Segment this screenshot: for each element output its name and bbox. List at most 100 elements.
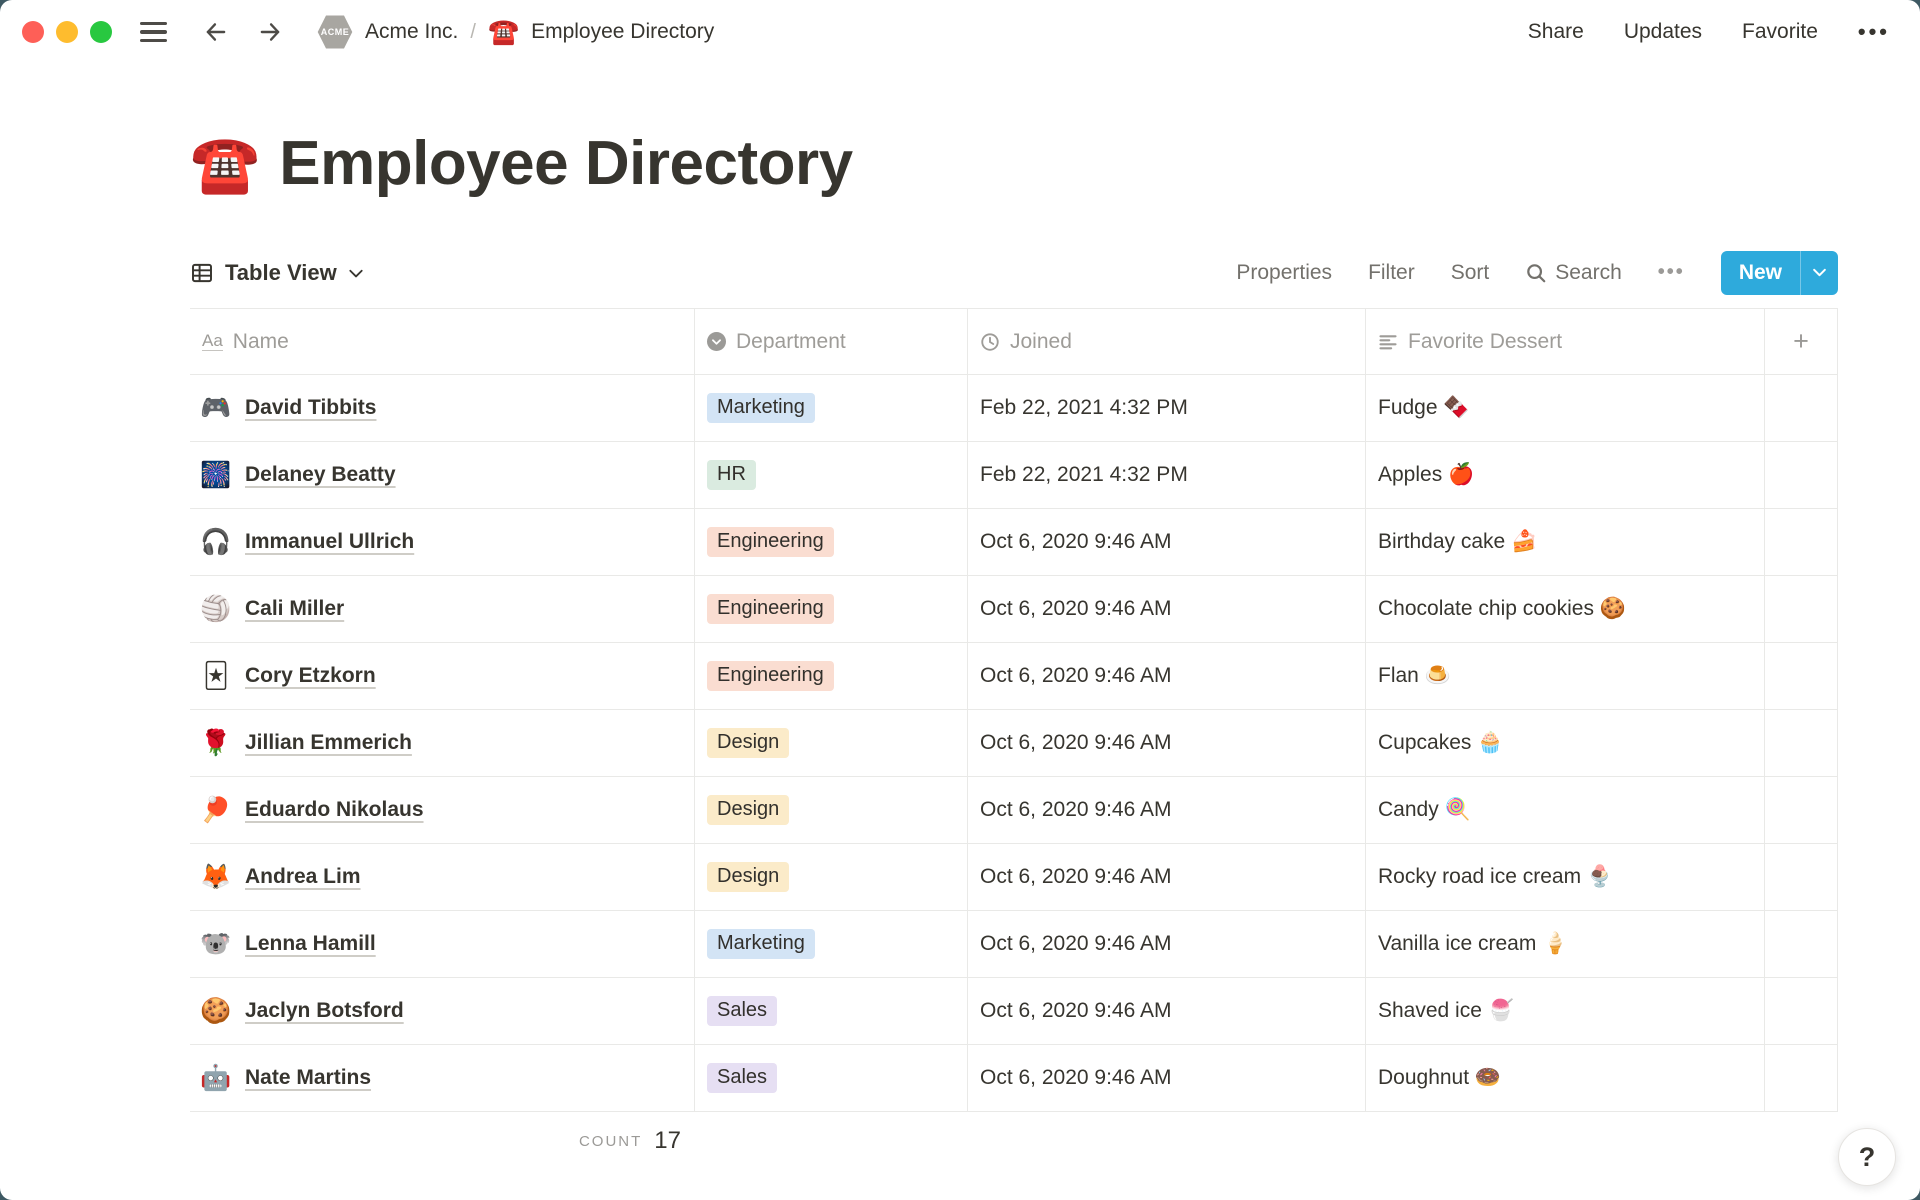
- joined-cell[interactable]: Oct 6, 2020 9:46 AM: [968, 710, 1366, 776]
- column-header-joined[interactable]: Joined: [968, 309, 1366, 374]
- traffic-lights: [22, 21, 112, 43]
- name-cell[interactable]: 🎧 Immanuel Ullrich: [190, 509, 695, 575]
- more-options-icon[interactable]: •••: [1857, 19, 1890, 44]
- table-row: 🍪 Jaclyn Botsford Sales Oct 6, 2020 9:46 AM…: [190, 978, 1838, 1045]
- forward-arrow-icon[interactable]: [255, 19, 285, 45]
- filter-button[interactable]: Filter: [1368, 260, 1415, 284]
- joined-cell[interactable]: Oct 6, 2020 9:46 AM: [968, 1045, 1366, 1111]
- department-cell[interactable]: Sales: [695, 978, 968, 1044]
- joined-cell[interactable]: Oct 6, 2020 9:46 AM: [968, 911, 1366, 977]
- name-cell[interactable]: 🤖 Nate Martins: [190, 1045, 695, 1111]
- employee-page-link[interactable]: Delaney Beatty: [245, 463, 396, 486]
- employee-page-link[interactable]: Jillian Emmerich: [245, 731, 412, 754]
- dessert-cell[interactable]: Shaved ice 🍧: [1366, 978, 1765, 1044]
- joined-cell[interactable]: Oct 6, 2020 9:46 AM: [968, 509, 1366, 575]
- dessert-cell[interactable]: Chocolate chip cookies 🍪: [1366, 576, 1765, 642]
- row-emoji-icon: 🏐: [200, 594, 232, 623]
- dessert-cell[interactable]: Rocky road ice cream 🍨: [1366, 844, 1765, 910]
- view-options-icon[interactable]: •••: [1657, 261, 1685, 283]
- dessert-cell[interactable]: Flan 🍮: [1366, 643, 1765, 709]
- row-extra-cell: [1765, 643, 1838, 709]
- count-calculation[interactable]: COUNT 17: [190, 1112, 695, 1170]
- name-cell[interactable]: 🦊 Andrea Lim: [190, 844, 695, 910]
- name-cell[interactable]: 🎮 David Tibbits: [190, 375, 695, 441]
- new-row-button[interactable]: New: [1720, 250, 1838, 295]
- favorite-button[interactable]: Favorite: [1742, 20, 1818, 43]
- row-emoji-icon: 🏓: [200, 795, 232, 824]
- department-cell[interactable]: Engineering: [695, 509, 968, 575]
- dessert-cell[interactable]: Cupcakes 🧁: [1366, 710, 1765, 776]
- employee-page-link[interactable]: Lenna Hamill: [245, 932, 376, 955]
- name-cell[interactable]: 🏐 Cali Miller: [190, 576, 695, 642]
- column-header-name[interactable]: Aa Name: [190, 309, 695, 374]
- name-cell[interactable]: 🃏 Cory Etzkorn: [190, 643, 695, 709]
- employee-page-link[interactable]: Eduardo Nikolaus: [245, 798, 424, 821]
- count-label: COUNT: [578, 1132, 643, 1150]
- row-emoji-icon: 🦊: [200, 862, 232, 891]
- department-cell[interactable]: Design: [695, 777, 968, 843]
- dessert-cell[interactable]: Doughnut 🍩: [1366, 1045, 1765, 1111]
- name-cell[interactable]: 🎆 Delaney Beatty: [190, 442, 695, 508]
- clock-icon: [980, 332, 1000, 352]
- new-button-label[interactable]: New: [1738, 260, 1782, 284]
- joined-cell[interactable]: Oct 6, 2020 9:46 AM: [968, 844, 1366, 910]
- joined-cell[interactable]: Oct 6, 2020 9:46 AM: [968, 777, 1366, 843]
- employee-page-link[interactable]: Cali Miller: [245, 597, 345, 620]
- department-tag: Design: [707, 728, 790, 758]
- joined-cell[interactable]: Oct 6, 2020 9:46 AM: [968, 978, 1366, 1044]
- table-row: 🎮 David Tibbits Marketing Feb 22, 2021 4:32…: [190, 375, 1838, 442]
- close-window-button[interactable]: [22, 21, 44, 43]
- sort-button[interactable]: Sort: [1450, 260, 1490, 284]
- dessert-cell[interactable]: Birthday cake 🍰: [1366, 509, 1765, 575]
- joined-cell[interactable]: Feb 22, 2021 4:32 PM: [968, 375, 1366, 441]
- dessert-cell[interactable]: Vanilla ice cream 🍦: [1366, 911, 1765, 977]
- name-cell[interactable]: 🏓 Eduardo Nikolaus: [190, 777, 695, 843]
- zoom-window-button[interactable]: [90, 21, 112, 43]
- sidebar-menu-icon[interactable]: [140, 21, 167, 43]
- column-header-dessert[interactable]: Favorite Dessert: [1366, 309, 1765, 374]
- dessert-cell[interactable]: Candy 🍭: [1366, 777, 1765, 843]
- table-view-switcher[interactable]: Table View: [190, 260, 364, 286]
- employee-page-link[interactable]: David Tibbits: [245, 396, 377, 419]
- department-cell[interactable]: Design: [695, 710, 968, 776]
- name-cell[interactable]: 🍪 Jaclyn Botsford: [190, 978, 695, 1044]
- department-cell[interactable]: Engineering: [695, 576, 968, 642]
- name-cell[interactable]: 🌹 Jillian Emmerich: [190, 710, 695, 776]
- back-arrow-icon[interactable]: [201, 19, 231, 45]
- table-row: 🏓 Eduardo Nikolaus Design Oct 6, 2020 9:46 …: [190, 777, 1838, 844]
- breadcrumb-page[interactable]: Employee Directory: [531, 20, 715, 43]
- employee-page-link[interactable]: Cory Etzkorn: [245, 664, 376, 687]
- dessert-cell[interactable]: Apples 🍎: [1366, 442, 1765, 508]
- text-lines-icon: [1378, 332, 1398, 352]
- breadcrumb-workspace[interactable]: Acme Inc.: [365, 20, 459, 43]
- employee-page-link[interactable]: Jaclyn Botsford: [245, 999, 404, 1022]
- table-header-row: Aa Name Department Joined: [190, 309, 1838, 375]
- department-cell[interactable]: Engineering: [695, 643, 968, 709]
- help-button[interactable]: ?: [1838, 1128, 1896, 1186]
- department-cell[interactable]: Design: [695, 844, 968, 910]
- department-cell[interactable]: HR: [695, 442, 968, 508]
- dessert-cell[interactable]: Fudge 🍫: [1366, 375, 1765, 441]
- page-title-icon[interactable]: ☎️: [190, 131, 260, 195]
- page-title-text[interactable]: Employee Directory: [279, 129, 853, 198]
- search-button[interactable]: Search: [1525, 261, 1622, 285]
- employee-page-link[interactable]: Nate Martins: [245, 1066, 372, 1089]
- minimize-window-button[interactable]: [56, 21, 78, 43]
- share-button[interactable]: Share: [1527, 20, 1584, 43]
- department-cell[interactable]: Marketing: [695, 375, 968, 441]
- employee-page-link[interactable]: Immanuel Ullrich: [245, 530, 415, 553]
- employee-page-link[interactable]: Andrea Lim: [245, 865, 361, 888]
- new-button-dropdown[interactable]: [1800, 250, 1838, 295]
- add-column-button[interactable]: +: [1765, 309, 1838, 374]
- table-row: 🏐 Cali Miller Engineering Oct 6, 2020 9:46 …: [190, 576, 1838, 643]
- department-cell[interactable]: Marketing: [695, 911, 968, 977]
- department-cell[interactable]: Sales: [695, 1045, 968, 1111]
- joined-cell[interactable]: Oct 6, 2020 9:46 AM: [968, 643, 1366, 709]
- joined-cell[interactable]: Feb 22, 2021 4:32 PM: [968, 442, 1366, 508]
- column-header-department[interactable]: Department: [695, 309, 968, 374]
- name-cell[interactable]: 🐨 Lenna Hamill: [190, 911, 695, 977]
- updates-button[interactable]: Updates: [1623, 20, 1703, 43]
- properties-button[interactable]: Properties: [1236, 260, 1333, 284]
- joined-cell[interactable]: Oct 6, 2020 9:46 AM: [968, 576, 1366, 642]
